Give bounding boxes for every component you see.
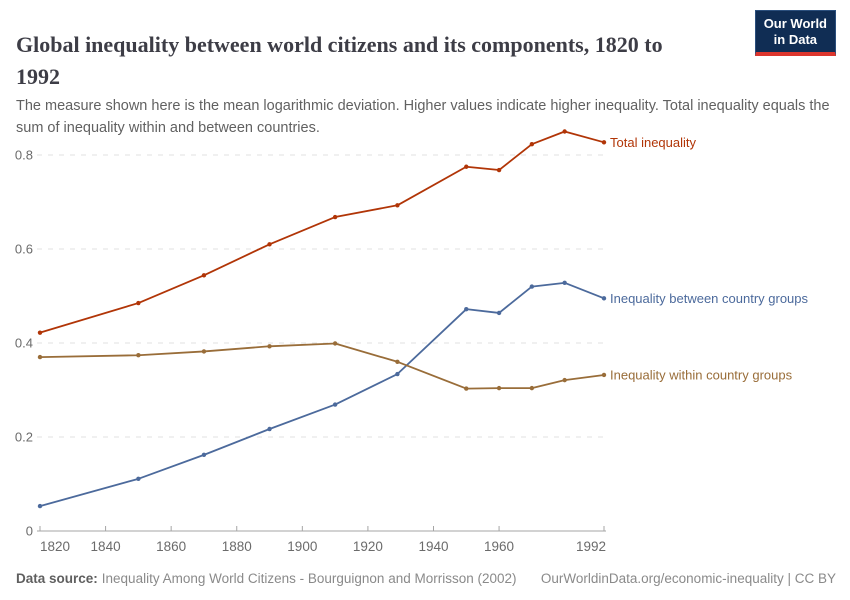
data-point-inequality-within-country-groups bbox=[136, 353, 141, 358]
data-point-total-inequality bbox=[136, 300, 141, 306]
data-point-total-inequality bbox=[529, 141, 535, 147]
chart-footer: Data source: Inequality Among World Citiz… bbox=[16, 571, 836, 586]
series-line-inequality-within-country-groups bbox=[39, 342, 605, 390]
data-point-inequality-within-country-groups bbox=[496, 385, 502, 391]
page-title-line1: Global inequality between world citizens… bbox=[16, 31, 663, 57]
data-point-inequality-within-country-groups bbox=[267, 344, 272, 349]
data-point-inequality-within-country-groups bbox=[562, 377, 567, 383]
attribution-link[interactable]: OurWorldinData.org/economic-inequality |… bbox=[540, 571, 836, 586]
data-point-inequality-within-country-groups bbox=[395, 359, 400, 364]
data-point-inequality-between-country-groups bbox=[332, 402, 338, 407]
data-point-total-inequality bbox=[267, 242, 272, 247]
series-label-inequality-between-country-groups: Inequality between country groups bbox=[610, 291, 809, 306]
data-point-inequality-within-country-groups bbox=[464, 386, 469, 391]
data-point-total-inequality bbox=[464, 164, 469, 169]
data-point-inequality-between-country-groups bbox=[529, 284, 535, 289]
data-point-inequality-within-country-groups bbox=[37, 354, 43, 360]
y-axis-tick-label: 0.6 bbox=[15, 242, 33, 257]
series-label-total-inequality: Total inequality bbox=[610, 135, 696, 150]
x-axis-tick-label: 1860 bbox=[156, 539, 186, 554]
page-title-line2: 1992 bbox=[16, 63, 60, 89]
data-point-total-inequality bbox=[395, 203, 400, 208]
x-axis-tick-label: 1992 bbox=[576, 539, 606, 554]
data-point-total-inequality bbox=[496, 167, 502, 173]
data-point-total-inequality bbox=[601, 140, 607, 145]
x-axis-tick-label: 1920 bbox=[353, 539, 383, 554]
chart-subtitle: The measure shown here is the mean logar… bbox=[16, 97, 830, 136]
x-axis-tick-label: 1880 bbox=[222, 539, 252, 554]
data-point-total-inequality bbox=[37, 330, 43, 335]
data-point-total-inequality bbox=[201, 273, 207, 278]
data-point-inequality-between-country-groups bbox=[395, 371, 400, 377]
y-axis-tick-label: 0 bbox=[26, 524, 33, 539]
x-axis-tick-label: 1940 bbox=[418, 539, 448, 554]
owid-logo-line2: in Data bbox=[773, 32, 818, 47]
data-point-inequality-between-country-groups bbox=[267, 426, 272, 432]
owid-logo-line1: Our World bbox=[763, 16, 827, 31]
data-point-inequality-between-country-groups bbox=[37, 503, 43, 509]
data-point-total-inequality bbox=[332, 214, 338, 220]
series-line-inequality-between-country-groups bbox=[39, 281, 605, 507]
data-source: Data source: Inequality Among World Citiz… bbox=[16, 571, 517, 586]
data-point-inequality-between-country-groups bbox=[201, 452, 207, 458]
data-point-total-inequality bbox=[562, 129, 567, 134]
x-axis-tick-label: 1840 bbox=[91, 539, 121, 554]
y-axis-tick-label: 0.8 bbox=[15, 148, 33, 163]
line-chart: 0 0.2 0.4 0.6 0.8 1820 1840 1860 1880 1900 1920 194… bbox=[15, 129, 809, 554]
series-label-inequality-within-country-groups: Inequality within country groups bbox=[610, 367, 793, 382]
data-point-inequality-within-country-groups bbox=[201, 349, 207, 354]
data-source-label: Data source: bbox=[16, 571, 98, 586]
data-point-inequality-between-country-groups bbox=[601, 296, 607, 301]
page-title: Global inequality between world citizens… bbox=[16, 29, 663, 93]
y-axis-tick-label: 0.4 bbox=[15, 336, 33, 351]
data-point-inequality-between-country-groups bbox=[562, 280, 567, 286]
data-point-inequality-within-country-groups bbox=[601, 372, 607, 378]
data-point-inequality-within-country-groups bbox=[529, 385, 535, 391]
x-axis-tick-label: 1820 bbox=[40, 539, 70, 554]
series-line-total-inequality bbox=[39, 130, 605, 334]
x-axis-tick-label: 1900 bbox=[287, 539, 317, 554]
data-point-inequality-between-country-groups bbox=[136, 476, 141, 482]
y-axis-tick-label: 0.2 bbox=[15, 430, 33, 445]
data-point-inequality-between-country-groups bbox=[464, 306, 469, 312]
data-point-inequality-between-country-groups bbox=[496, 310, 502, 316]
owid-logo[interactable]: Our World in Data bbox=[754, 10, 836, 56]
data-source-value: Inequality Among World Citizens - Bourgu… bbox=[101, 571, 517, 586]
data-point-inequality-within-country-groups bbox=[332, 341, 338, 346]
x-axis-tick-label: 1960 bbox=[484, 539, 514, 554]
